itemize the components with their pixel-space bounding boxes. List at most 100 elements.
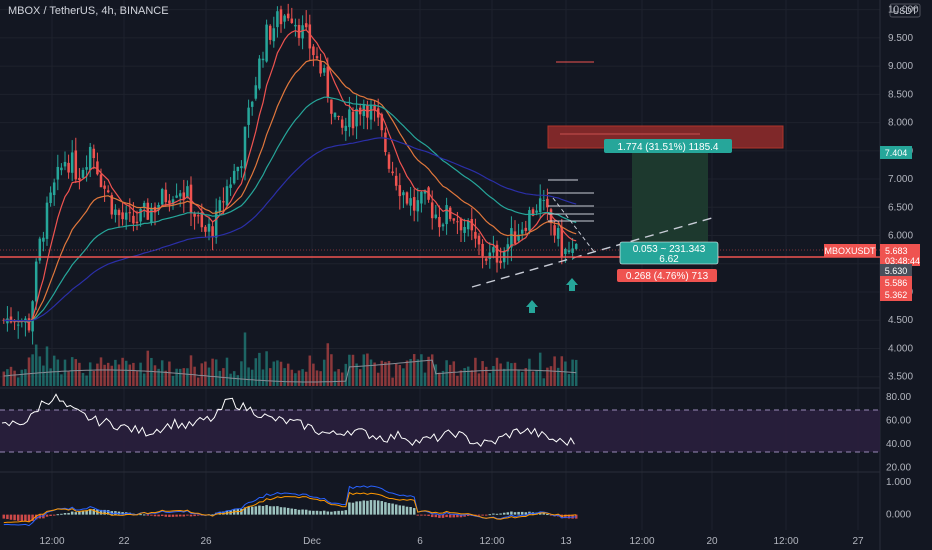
level3-badge xyxy=(880,288,912,301)
candle-body xyxy=(236,166,240,172)
candle-body xyxy=(387,154,391,169)
rising-trendline[interactable] xyxy=(471,217,713,288)
macd-histogram-bar xyxy=(416,514,420,516)
volume-bar xyxy=(283,368,286,386)
up-arrow-icon xyxy=(526,300,538,313)
volume-bar xyxy=(477,373,481,386)
macd-histogram-bar xyxy=(387,503,391,515)
volume-bar xyxy=(78,362,81,386)
macd-histogram-bar xyxy=(279,507,283,515)
rsi-tick-label: 60.00 xyxy=(886,416,911,427)
candle-body xyxy=(175,195,178,198)
candle-body xyxy=(247,107,250,125)
macd-histogram-bar xyxy=(326,511,330,515)
moving-averages xyxy=(3,29,577,324)
volume-bar xyxy=(463,368,466,386)
volume-bar xyxy=(564,361,567,386)
volume-bar xyxy=(448,364,452,386)
macd-histogram-bar xyxy=(495,513,499,515)
price-tick-label: 4.000 xyxy=(888,343,913,354)
macd-histogram-bar xyxy=(513,512,517,515)
macd-histogram-bar xyxy=(520,511,524,515)
currency-badge-text: USDT xyxy=(893,6,918,16)
candle-body xyxy=(351,111,355,129)
volume-bar xyxy=(16,377,20,386)
time-tick-label: 12:00 xyxy=(773,536,798,547)
macd-histogram-bar xyxy=(182,514,186,517)
macd-histogram-bar xyxy=(481,514,484,516)
volume-bar xyxy=(168,361,171,386)
candle-body xyxy=(106,190,110,193)
macd-histogram-bar xyxy=(506,512,510,515)
volume-bar xyxy=(196,377,200,386)
volume-bar xyxy=(110,365,114,386)
macd-histogram-bar xyxy=(420,514,423,516)
volume-bar xyxy=(315,370,319,386)
time-tick-label: 27 xyxy=(852,536,864,547)
signal-line xyxy=(3,491,577,524)
macd-histogram-bar xyxy=(294,508,297,515)
volume-bar xyxy=(88,362,92,386)
macd-histogram-bar xyxy=(466,514,470,517)
macd-histogram-bar xyxy=(337,510,340,515)
macd-histogram-bar xyxy=(121,512,124,515)
price-tick-label: 7.000 xyxy=(888,174,913,185)
entry-label-line2: 6.62 xyxy=(659,254,679,265)
profit-zone[interactable] xyxy=(632,148,708,248)
macd-histogram-bar xyxy=(322,510,326,515)
volume-bar xyxy=(24,369,27,386)
volume-bar xyxy=(218,370,222,386)
macd-histogram-bar xyxy=(434,514,438,518)
macd-histogram-bar xyxy=(157,514,160,517)
candle-body xyxy=(150,208,153,223)
candle-body xyxy=(250,101,254,107)
volume-bar xyxy=(272,361,276,386)
candle-body xyxy=(117,210,121,216)
macd-histogram-bar xyxy=(394,504,398,515)
currency-badge[interactable] xyxy=(889,3,921,18)
candle-body xyxy=(171,199,175,205)
candle-body xyxy=(438,217,441,228)
time-axis[interactable]: 12:00 22 26 Dec 6 12:00 13 12:00 20 12:00 27 xyxy=(39,536,864,547)
volume-bar xyxy=(394,363,398,386)
macd-histogram-bar xyxy=(376,500,380,515)
rsi-axis[interactable]: 80.00 60.00 40.00 20.00 xyxy=(886,392,911,474)
macd-histogram-bar xyxy=(88,508,92,515)
macd-histogram-bar xyxy=(398,505,402,515)
candle-body xyxy=(564,248,567,254)
volume-bars xyxy=(2,332,578,386)
candle-body xyxy=(484,258,488,261)
volume-bar xyxy=(211,358,214,386)
candle-body xyxy=(459,218,463,231)
macd-histogram-bar xyxy=(546,514,549,516)
candle-body xyxy=(67,162,70,173)
volume-bar xyxy=(279,361,283,386)
candle-body xyxy=(272,28,276,42)
volume-bar xyxy=(470,370,474,386)
level2-badge xyxy=(880,276,912,289)
price-tick-label: 6.000 xyxy=(888,231,913,242)
volume-bar xyxy=(337,369,340,386)
volume-bar xyxy=(6,369,9,386)
volume-bar xyxy=(254,358,258,386)
current-price-badge xyxy=(880,244,920,266)
candle-body xyxy=(495,244,499,263)
candle-body xyxy=(315,56,319,59)
candle-body xyxy=(110,195,114,215)
macd-histogram-bar xyxy=(142,514,146,516)
volume-bar xyxy=(96,363,99,386)
volume-bar xyxy=(459,370,463,386)
macd-axis[interactable]: 1.000 0.000 xyxy=(886,477,911,521)
candle-body xyxy=(142,202,146,208)
candle-body xyxy=(13,321,16,323)
target-label: 1.774 (31.51%) 1185.4 xyxy=(617,142,718,153)
macd-histogram-bar xyxy=(78,511,81,515)
macd-histogram-bar xyxy=(340,510,344,515)
candle-body xyxy=(538,198,542,213)
macd-histogram-bar xyxy=(402,505,405,515)
candle-body xyxy=(60,167,63,171)
candle-body xyxy=(27,318,31,331)
volume-bar xyxy=(171,375,175,386)
